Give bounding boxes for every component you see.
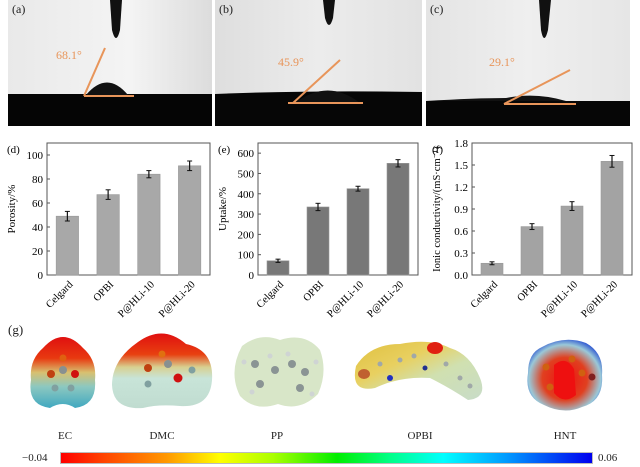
esp-colorbar (60, 452, 593, 464)
contact-angle-photo-c (426, 0, 630, 126)
bar (346, 188, 370, 276)
molecule-label-hnt: HNT (553, 430, 577, 442)
x-tick-label: Celgard (255, 279, 287, 311)
panel-label-g: (g) (8, 322, 24, 337)
y-tick-label: 60 (32, 198, 44, 210)
y-tick-label: 0.9 (454, 204, 468, 216)
y-axis-label: Ionic conductivity/(mS·cm⁻¹) (432, 146, 443, 272)
plot-frame (46, 142, 211, 276)
esp-map-pp (230, 332, 325, 410)
bar (55, 215, 79, 276)
esp-map-opbi (350, 338, 490, 408)
bar (306, 206, 330, 276)
panel-label: (e) (218, 144, 231, 156)
x-tick-label: OPBI (515, 279, 540, 304)
y-axis-label: Porosity/% (6, 185, 18, 234)
x-tick-label: P@HLi-10 (116, 279, 157, 320)
x-tick-label: Celgard (469, 279, 501, 311)
contact-angle-value-a: 68.1° (56, 48, 82, 62)
x-tick-label: P@HLi-10 (326, 279, 367, 320)
plot-frame (257, 142, 419, 276)
y-axis-label: Uptake/% (217, 187, 229, 231)
y-tick-label: 0.3 (454, 248, 468, 260)
x-tick-label: P@HLi-10 (540, 279, 581, 320)
x-tick-label: P@HLi-20 (366, 279, 407, 320)
bar (386, 163, 410, 276)
molecule-label-ec: EC (57, 430, 73, 442)
y-tick-label: 400 (238, 189, 255, 201)
droplet (86, 82, 128, 95)
panel-label: (d) (7, 144, 20, 156)
droplet-image-c (426, 0, 630, 126)
panel-label-a: (a) (12, 2, 26, 16)
y-tick-label: 0 (38, 270, 44, 282)
y-tick-label: 1.2 (454, 182, 468, 194)
y-tick-label: 1.8 (454, 138, 468, 150)
bar (600, 161, 624, 276)
contact-angle-value-c: 29.1° (489, 55, 515, 69)
colorbar-min-label: −0.04 (22, 452, 48, 464)
bar (266, 260, 290, 276)
molecule-label-pp: PP (270, 430, 284, 442)
chart-uptake: (e) 0 100 200 300 400 500 600 Uptake/% Celgard OPB… (210, 138, 425, 333)
bar (178, 165, 202, 276)
y-tick-label: 20 (32, 246, 44, 258)
x-tick-label: OPBI (92, 279, 117, 304)
y-tick-label: 100 (238, 250, 255, 262)
x-tick-label: Celgard (44, 279, 76, 311)
panel-label-c: (c) (430, 2, 444, 16)
colorbar-max-label: 0.06 (598, 452, 618, 464)
bar (560, 205, 584, 276)
bar (137, 173, 161, 276)
y-tick-label: 1.5 (454, 160, 468, 172)
y-tick-label: 500 (238, 168, 255, 180)
needle (110, 0, 122, 38)
contact-angle-photo-b (215, 0, 422, 126)
y-tick-label: 80 (32, 174, 44, 186)
y-tick-label: 200 (238, 229, 255, 241)
chart-porosity: (d) 0 20 40 60 80 100 Porosity/% Celgard OPBI P@HL… (0, 138, 215, 333)
conductivity-bar-chart: (f) 0.0 0.3 0.6 0.9 1.2 1.5 1.8 Ionic conductivi… (432, 138, 633, 320)
x-tick-label: P@HLi-20 (157, 279, 198, 320)
chart-ionic-conductivity: (f) 0.0 0.3 0.6 0.9 1.2 1.5 1.8 Ionic conductivi… (420, 138, 640, 333)
contact-angle-photo-a (8, 0, 212, 126)
esp-map-ec (25, 330, 100, 410)
panel-label-b: (b) (219, 2, 233, 16)
esp-map-hnt (524, 335, 606, 413)
droplet-image-b (215, 0, 422, 126)
contact-angle-value-b: 45.9° (278, 55, 304, 69)
x-tick-label: OPBI (301, 279, 326, 304)
y-tick-label: 100 (27, 150, 44, 162)
bar (520, 226, 544, 276)
molecule-label-dmc: DMC (149, 430, 175, 442)
y-tick-label: 0 (249, 270, 255, 282)
y-tick-label: 300 (238, 209, 255, 221)
y-tick-label: 600 (238, 148, 255, 160)
uptake-bar-chart: (e) 0 100 200 300 400 500 600 Uptake/% Celgard OPB… (217, 142, 419, 320)
y-tick-label: 40 (32, 222, 44, 234)
panel-label: (f) (432, 144, 443, 156)
droplet-image-a (8, 0, 212, 126)
molecule-label-opbi: OPBI (407, 430, 433, 442)
y-tick-label: 0.6 (454, 226, 468, 238)
esp-map-dmc (108, 330, 216, 410)
bar (96, 194, 120, 276)
x-tick-label: P@HLi-20 (580, 279, 621, 320)
y-tick-label: 0.0 (454, 270, 468, 282)
